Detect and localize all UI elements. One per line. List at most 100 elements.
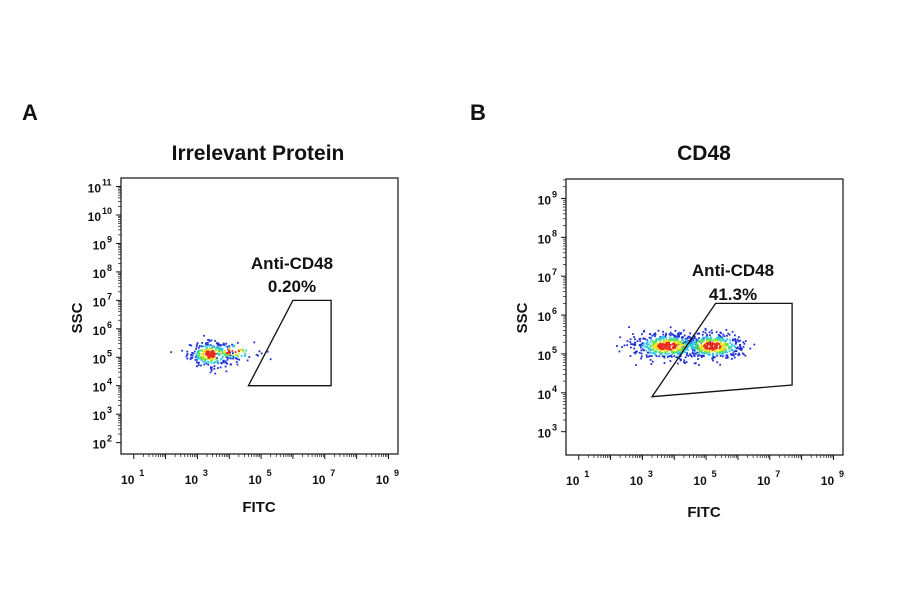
event-dot (206, 341, 209, 344)
event-dot (687, 349, 689, 351)
event-dot (718, 345, 721, 348)
event-dot (695, 352, 697, 355)
event-dot (727, 345, 730, 348)
event-dot (201, 342, 204, 344)
y-tick-label: 10 (93, 295, 107, 309)
event-dot (738, 353, 741, 356)
event-dot (734, 342, 737, 345)
event-dot (731, 348, 733, 351)
event-dot (629, 338, 632, 341)
event-dot (662, 335, 665, 338)
event-dot (206, 343, 209, 346)
event-dot (650, 337, 653, 340)
event-dot (196, 343, 198, 346)
event-dot (666, 339, 669, 342)
event-dot (664, 335, 667, 338)
event-dot (712, 352, 714, 355)
event-dot (227, 356, 229, 359)
event-dot (692, 347, 695, 350)
y-tick-exponent: 9 (552, 189, 557, 199)
event-dot (727, 347, 730, 350)
event-dot (654, 335, 656, 338)
event-dot (687, 345, 689, 348)
event-dot (194, 356, 197, 358)
event-dot (636, 340, 639, 343)
event-dot (689, 332, 692, 335)
event-dot (716, 339, 719, 342)
event-dot (652, 343, 655, 345)
event-dot (706, 349, 709, 352)
event-dot (707, 340, 710, 343)
event-dot (712, 343, 715, 346)
event-dot (671, 352, 674, 355)
event-dot (219, 366, 222, 369)
event-dot (739, 345, 742, 348)
y-tick-exponent: 10 (102, 206, 112, 216)
y-tick-exponent: 4 (552, 384, 557, 394)
event-dot (645, 354, 648, 357)
event-dot (701, 351, 704, 354)
event-dot (733, 350, 736, 353)
event-dot (721, 352, 724, 355)
event-dot (714, 345, 717, 348)
event-dot (200, 345, 203, 348)
event-dot (734, 339, 737, 342)
event-dot (710, 339, 713, 342)
event-dot (225, 342, 228, 345)
event-dot (664, 339, 667, 342)
event-dot (664, 352, 667, 355)
event-dot (682, 340, 685, 343)
event-dot (699, 340, 702, 343)
event-dot (711, 332, 714, 334)
event-dot (674, 346, 677, 349)
event-dot (618, 350, 621, 353)
event-dot (208, 344, 211, 347)
event-dot (242, 349, 245, 352)
event-dot (207, 355, 210, 358)
event-dot (694, 340, 697, 343)
event-dot (217, 348, 220, 351)
event-dot (232, 345, 234, 347)
event-dot (680, 336, 683, 339)
flow-plot-panel-a: A Irrelevant Protein 10 1 10 3 10 5 10 7 10 910 21… (22, 100, 399, 516)
event-dot (635, 350, 638, 353)
event-dot (732, 339, 734, 342)
x-tick-exponent: 3 (203, 468, 208, 478)
event-dot (723, 349, 726, 352)
y-tick-exponent: 11 (102, 178, 112, 188)
event-dot (672, 333, 674, 336)
event-dot (217, 367, 219, 369)
x-axis-label: FITC (242, 499, 275, 516)
event-dot (224, 344, 227, 347)
event-dot (649, 348, 652, 351)
event-dot (650, 363, 653, 365)
event-dot (720, 332, 722, 334)
event-dot (708, 331, 711, 334)
event-dot (219, 347, 222, 350)
event-dot (734, 353, 737, 355)
event-dot (659, 352, 662, 355)
event-dot (196, 351, 199, 353)
event-dot (661, 348, 664, 350)
event-dot (688, 343, 690, 346)
event-dot (655, 345, 658, 347)
event-dot (737, 336, 740, 339)
event-dot (659, 345, 662, 348)
event-dot (738, 348, 741, 350)
event-dot (641, 348, 644, 351)
event-dot (730, 343, 733, 346)
y-tick-exponent: 6 (552, 306, 557, 316)
event-dot (222, 342, 225, 345)
event-dot (666, 341, 669, 344)
y-tick-exponent: 7 (552, 267, 557, 277)
event-dot (705, 346, 708, 349)
event-dot (706, 343, 709, 346)
event-dot (701, 344, 704, 347)
x-tick-label: 10 (821, 474, 835, 488)
event-dot (635, 364, 637, 366)
plot-frame (565, 178, 844, 456)
event-dot (206, 361, 209, 364)
event-dot (674, 335, 676, 338)
event-dot (699, 350, 702, 353)
event-dot (232, 357, 235, 360)
